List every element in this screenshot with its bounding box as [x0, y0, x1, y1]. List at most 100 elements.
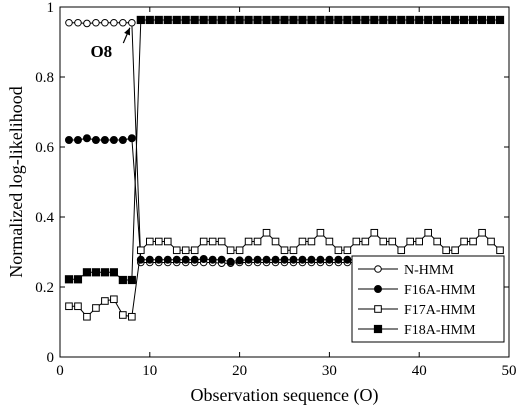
data-point	[235, 246, 244, 255]
data-point	[361, 237, 370, 246]
data-point	[469, 237, 477, 246]
data-point	[199, 15, 208, 25]
data-point	[262, 255, 271, 264]
data-point	[334, 15, 343, 25]
data-point	[379, 15, 388, 25]
y-tick-label: 0.8	[35, 70, 54, 86]
data-point	[280, 246, 289, 255]
data-point	[343, 15, 352, 25]
data-point	[136, 15, 145, 25]
data-point	[433, 237, 441, 246]
data-point	[352, 15, 361, 25]
data-point	[119, 311, 127, 319]
legend-marker	[374, 265, 382, 273]
data-point	[478, 228, 486, 237]
data-point	[262, 15, 271, 25]
data-point	[91, 268, 101, 277]
data-point	[244, 255, 253, 264]
legend-label: F18A-HMM	[404, 323, 476, 338]
data-point	[298, 237, 307, 246]
data-point	[199, 255, 208, 263]
data-point	[83, 312, 91, 321]
data-point	[64, 136, 73, 144]
annotation-label: O8	[90, 42, 112, 61]
data-point	[433, 15, 442, 25]
data-point	[217, 255, 226, 264]
data-point	[424, 15, 433, 25]
data-point	[92, 304, 100, 312]
x-tick-label: 0	[56, 363, 64, 379]
data-point	[217, 237, 226, 246]
data-point	[316, 15, 325, 25]
data-point	[307, 15, 316, 25]
data-point	[74, 302, 82, 311]
y-tick-label: 0.4	[35, 210, 54, 226]
legend: N-HMM F16A-HMM F17A-HMM F18A-HMM	[351, 255, 505, 343]
data-point	[280, 15, 289, 25]
y-tick-label: 0	[47, 350, 55, 366]
data-point	[190, 15, 199, 25]
data-point	[119, 18, 127, 27]
data-point	[110, 295, 118, 304]
data-point	[451, 15, 460, 25]
data-point	[262, 228, 271, 237]
y-tick-label: 1	[47, 0, 55, 16]
data-point	[361, 15, 370, 25]
data-point	[307, 255, 316, 264]
data-point	[181, 255, 190, 264]
x-tick-label: 20	[232, 363, 247, 379]
data-point	[271, 237, 280, 246]
data-point	[316, 255, 325, 264]
data-point	[73, 136, 82, 144]
data-point	[253, 15, 262, 25]
data-point	[136, 255, 145, 264]
legend-label: F16A-HMM	[404, 283, 476, 298]
data-point	[101, 18, 109, 27]
data-point	[127, 134, 136, 143]
data-point	[460, 237, 468, 246]
legend-marker	[373, 324, 383, 334]
annotation-layer: O8	[90, 27, 131, 61]
data-point	[253, 237, 262, 246]
data-point	[101, 297, 109, 305]
data-point	[334, 246, 343, 255]
data-point	[325, 237, 334, 246]
data-point	[208, 255, 217, 264]
data-point	[110, 18, 118, 27]
data-point	[91, 136, 100, 144]
data-point	[172, 246, 181, 255]
data-point	[226, 246, 235, 255]
data-point	[154, 15, 163, 25]
data-point	[487, 237, 495, 246]
data-point	[181, 246, 190, 255]
data-point	[424, 228, 432, 237]
data-point	[74, 18, 82, 27]
data-point	[271, 255, 280, 264]
data-point	[118, 275, 127, 285]
legend-item: F18A-HMM	[358, 323, 476, 338]
data-point	[388, 237, 397, 246]
x-tick-label: 50	[502, 363, 517, 379]
y-tick-label: 0.6	[35, 140, 54, 156]
data-point	[127, 275, 136, 285]
data-point	[343, 246, 352, 255]
x-tick-label: 40	[412, 363, 427, 379]
data-point	[325, 255, 334, 264]
data-point	[388, 15, 397, 25]
data-point	[253, 255, 262, 264]
data-point	[172, 15, 181, 25]
data-point	[172, 255, 181, 264]
data-point	[199, 237, 208, 246]
data-point	[65, 18, 73, 27]
data-point	[289, 246, 298, 255]
legend-label: F17A-HMM	[404, 303, 476, 318]
legend-marker	[374, 285, 382, 293]
data-point	[181, 15, 190, 25]
data-point	[128, 312, 136, 321]
data-point	[83, 19, 91, 28]
data-point	[289, 255, 298, 264]
data-point	[343, 255, 352, 264]
data-point	[379, 237, 388, 246]
data-point	[271, 15, 280, 25]
